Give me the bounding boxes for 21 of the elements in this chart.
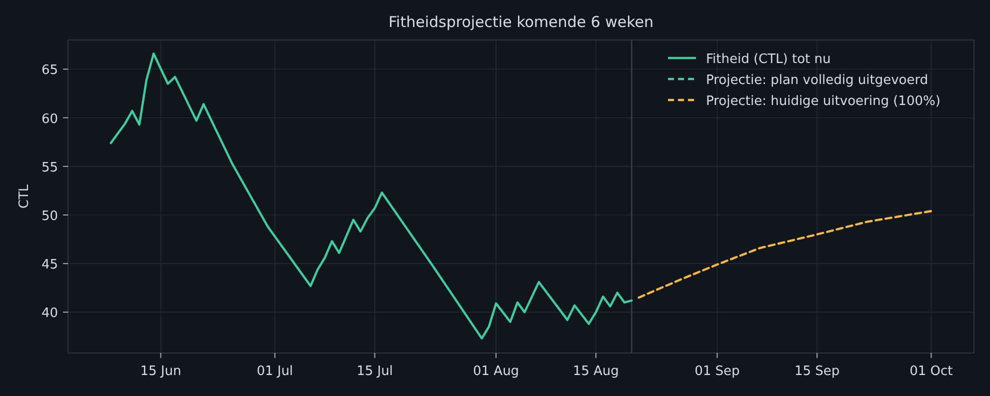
line-series <box>110 52 633 340</box>
x-tick-label: 15 Jun <box>140 364 182 379</box>
x-tick-label: 01 Sep <box>694 364 740 379</box>
y-tick-label: 50 <box>41 208 58 224</box>
line-series <box>638 210 932 299</box>
legend-label: Projectie: huidige uitvoering (100%) <box>706 94 940 109</box>
x-tick-label: 01 Oct <box>910 364 953 379</box>
x-tick-label: 15 Aug <box>572 364 619 379</box>
legend-label: Fitheid (CTL) tot nu <box>706 52 831 67</box>
y-tick-label: 40 <box>41 306 58 322</box>
y-tick-label: 60 <box>41 112 58 127</box>
legend-label: Projectie: plan volledig uitgevoerd <box>706 73 928 88</box>
y-tick-label: 45 <box>41 258 58 273</box>
y-axis-title: CTL <box>17 184 32 209</box>
chart-title: Fitheidsprojectie komende 6 weken <box>388 13 654 31</box>
x-tick-label: 15 Sep <box>794 364 840 379</box>
y-tick-label: 65 <box>41 63 58 78</box>
x-tick-label: 01 Aug <box>473 364 520 379</box>
x-tick-label: 01 Jul <box>256 364 294 379</box>
x-tick-label: 15 Jul <box>356 364 393 379</box>
y-tick-label: 55 <box>41 160 58 176</box>
